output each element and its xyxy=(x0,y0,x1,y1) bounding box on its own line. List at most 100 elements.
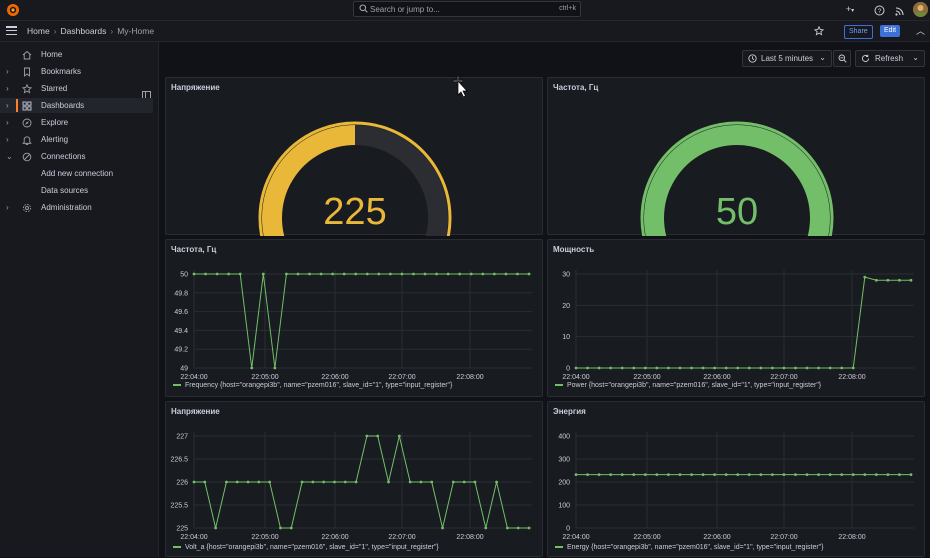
chevron-down-icon: ⌄ xyxy=(819,53,826,62)
gauge-threshold-ring xyxy=(258,121,452,236)
sidebar-item-add-new-connection[interactable]: Add new connection xyxy=(0,166,153,181)
data-point xyxy=(504,272,508,276)
sidebar-item-dashboards[interactable]: › Dashboards xyxy=(0,98,153,113)
series-line xyxy=(576,276,911,369)
rss-icon[interactable] xyxy=(895,5,904,18)
timeseries-panel-frequency[interactable]: Частота, Гц 50 49.8 49.6 49.4 49.2 49 22:04:00… xyxy=(165,239,543,397)
menu-toggle-icon[interactable] xyxy=(6,26,17,36)
legend-item[interactable]: Power {host="orangepi3b", name="pzem016"… xyxy=(555,382,821,389)
refresh-button[interactable]: Refresh ⌄ xyxy=(855,50,925,67)
data-point xyxy=(851,473,855,477)
data-point xyxy=(376,434,380,438)
y-tick-label: 0 xyxy=(566,366,570,373)
gauge-panel-voltage[interactable]: Напряжение 225 xyxy=(165,77,543,236)
sidebar-item-label: Alerting xyxy=(41,135,69,144)
sidebar-item-label: Data sources xyxy=(41,186,89,195)
data-point xyxy=(469,272,473,276)
breadcrumb-dashboards[interactable]: Dashboards xyxy=(60,26,107,36)
chevron-right-icon[interactable]: › xyxy=(6,84,9,93)
data-point xyxy=(354,272,358,276)
x-tick-label: 22:05:00 xyxy=(633,374,660,381)
timeseries-panel-voltage[interactable]: Напряжение 227 226.5 226 225.5 225 22:04:00 22… xyxy=(165,401,543,557)
gauge-panel-frequency[interactable]: Частота, Гц 50 xyxy=(547,77,925,236)
gauge-value: 50 xyxy=(716,191,758,233)
data-point xyxy=(441,526,444,530)
chevron-right-icon[interactable]: › xyxy=(6,203,9,212)
timeseries-panel-power[interactable]: Мощность 30 20 10 0 22:04:00 22:05:00 22:06:00… xyxy=(547,239,925,397)
sidebar-item-explore[interactable]: › Explore xyxy=(0,115,153,130)
gauge-threshold-ring xyxy=(640,121,834,236)
share-button[interactable]: Share xyxy=(844,25,873,39)
legend-item[interactable]: Frequency {host="orangepi3b", name="pzem… xyxy=(173,382,452,389)
legend-item[interactable]: Energy {host="orangepi3b", name="pzem016… xyxy=(555,544,824,551)
plus-icon[interactable]: +▾ xyxy=(843,3,857,16)
zoom-out-button[interactable] xyxy=(833,50,851,67)
data-point xyxy=(805,473,809,477)
x-tick-label: 22:05:00 xyxy=(633,534,660,541)
timeseries-panel-energy[interactable]: Энергия 400 300 200 100 0 22:04:00 22:05:00 22:… xyxy=(547,401,925,557)
data-point xyxy=(609,473,613,477)
y-tick-label: 100 xyxy=(558,503,570,510)
data-point xyxy=(701,473,705,477)
sidebar-item-connections[interactable]: ⌄ Connections xyxy=(0,149,153,164)
x-tick-label: 22:04:00 xyxy=(562,374,589,381)
y-tick-label: 200 xyxy=(558,480,570,487)
y-tick-label: 400 xyxy=(558,434,570,441)
data-point xyxy=(643,366,647,370)
chevron-down-icon[interactable]: ⌄ xyxy=(6,152,13,161)
data-point xyxy=(446,272,450,276)
help-icon[interactable]: ? xyxy=(874,4,885,17)
panel-title: Частота, Гц xyxy=(553,83,599,92)
sidebar-item-data-sources[interactable]: Data sources xyxy=(0,183,153,198)
legend-item[interactable]: Volt_a {host="orangepi3b", name="pzem016… xyxy=(173,544,439,551)
chevron-right-icon[interactable]: › xyxy=(6,135,9,144)
y-tick-label: 49.4 xyxy=(174,328,188,335)
chevron-right-icon[interactable]: › xyxy=(6,101,9,110)
data-point xyxy=(828,473,832,477)
star-icon[interactable] xyxy=(814,26,824,36)
sidebar-item-alerting[interactable]: › Alerting xyxy=(0,132,153,147)
data-point xyxy=(724,473,728,477)
data-point xyxy=(724,366,728,370)
series-line xyxy=(194,273,529,369)
chevron-right-icon[interactable]: › xyxy=(6,118,9,127)
data-point xyxy=(667,366,670,370)
refresh-icon xyxy=(861,54,870,62)
y-tick-label: 0 xyxy=(566,526,570,533)
data-point xyxy=(770,473,774,477)
chevron-down-icon: ▾ xyxy=(851,8,855,14)
data-point xyxy=(747,473,751,477)
x-tick-label: 22:07:00 xyxy=(388,534,415,541)
search-input[interactable]: Search or jump to... ctrl+k xyxy=(353,1,581,17)
edit-button[interactable]: Edit xyxy=(880,25,901,37)
grafana-logo-icon[interactable] xyxy=(6,3,20,17)
data-point xyxy=(643,473,647,477)
breadcrumb-home[interactable]: Home xyxy=(27,26,50,36)
data-point xyxy=(516,272,519,276)
data-point xyxy=(713,473,717,477)
data-point xyxy=(759,366,763,370)
data-point xyxy=(597,473,601,477)
chevron-right-icon[interactable]: › xyxy=(6,67,9,76)
data-point xyxy=(851,366,855,370)
sidebar-item-home[interactable]: Home xyxy=(0,47,153,62)
panel-title: Напряжение xyxy=(171,83,220,92)
data-point xyxy=(285,272,288,276)
sidebar-item-starred[interactable]: › Starred xyxy=(0,81,153,96)
legend-swatch xyxy=(555,384,563,387)
x-tick-label: 22:08:00 xyxy=(456,374,483,381)
chevron-up-icon[interactable]: ︿ xyxy=(916,26,926,36)
sidebar-item-bookmarks[interactable]: › Bookmarks xyxy=(0,64,153,79)
gauge-value: 225 xyxy=(323,191,386,233)
data-point xyxy=(770,366,774,370)
x-tick-label: 22:04:00 xyxy=(180,374,207,381)
time-range-picker[interactable]: Last 5 minutes ⌄ xyxy=(742,50,832,67)
avatar[interactable] xyxy=(913,2,928,17)
sidebar-item-label: Dashboards xyxy=(41,101,85,110)
zoom-out-icon xyxy=(838,54,847,63)
sidebar-item-administration[interactable]: › Administration xyxy=(0,200,153,215)
data-point xyxy=(586,366,589,370)
data-point xyxy=(886,473,890,477)
legend-label: Energy {host="orangepi3b", name="pzem016… xyxy=(567,544,824,551)
